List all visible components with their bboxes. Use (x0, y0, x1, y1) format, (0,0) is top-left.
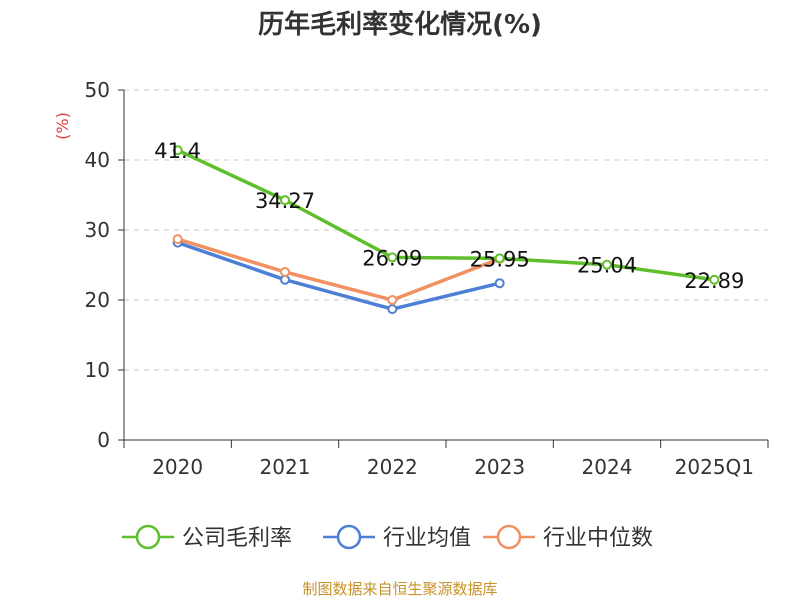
series-line (176, 148, 715, 282)
legend-label: 行业均值 (383, 526, 471, 551)
series-line (177, 240, 501, 311)
data-point (494, 253, 505, 264)
legend: 公司毛利率 行业均值 行业中位数 (122, 524, 653, 551)
data-point (280, 267, 290, 277)
data-labels: 41.4 34.27 26.09 25.95 25.04 22.89 (154, 139, 744, 293)
y-tick-label: 20 (85, 288, 110, 312)
legend-label: 公司毛利率 (182, 526, 292, 551)
data-point (172, 145, 183, 156)
x-tick-label: 2020 (152, 455, 203, 479)
data-label: 34.27 (255, 189, 315, 213)
x-tick-label: 2024 (582, 455, 633, 479)
data-label: 25.04 (577, 254, 637, 278)
data-point (602, 259, 612, 270)
legend-marker (496, 524, 522, 550)
data-point (387, 304, 398, 315)
y-tick-label: 50 (85, 78, 110, 102)
axes: 0 10 20 30 40 50 2020 2021 2022 2023 2024 2025Q1 (%) (53, 78, 769, 479)
x-tick-label: 2025Q1 (675, 455, 754, 479)
legend-label: 行业中位数 (543, 526, 653, 551)
y-tick-label: 40 (85, 148, 110, 172)
source-note: 制图数据来自恒生聚源数据库 (302, 580, 498, 598)
x-tick-label: 2023 (474, 455, 525, 479)
y-tick-label: 30 (85, 218, 110, 242)
x-tick-label: 2021 (260, 455, 311, 479)
data-label: 22.89 (684, 269, 744, 293)
data-label: 25.95 (470, 247, 530, 271)
data-label: 41.4 (154, 139, 201, 163)
legend-marker (135, 524, 161, 550)
series-line (177, 237, 501, 302)
data-point (280, 195, 290, 206)
y-tick-label: 10 (85, 358, 110, 382)
data-point (387, 295, 398, 305)
data-point (494, 278, 505, 289)
data-point (709, 274, 720, 285)
grid-lines (124, 89, 768, 371)
data-point (172, 234, 183, 245)
series (172, 145, 720, 315)
x-tick-label: 2022 (367, 455, 418, 479)
data-point (387, 252, 398, 263)
y-tick-label: 0 (97, 428, 110, 452)
y-axis-label: (%) (53, 112, 72, 140)
legend-marker (336, 524, 362, 550)
chart-title: 历年毛利率变化情况(%) (258, 10, 542, 40)
data-label: 26.09 (362, 246, 422, 270)
